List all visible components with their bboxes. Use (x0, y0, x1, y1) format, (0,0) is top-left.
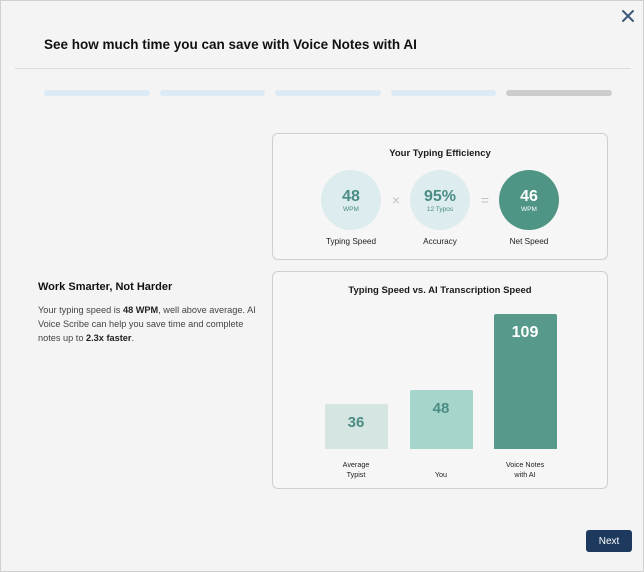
typing-speed-unit: WPM (343, 205, 359, 213)
next-button[interactable]: Next (586, 530, 632, 552)
summary-wpm: 48 WPM (122, 305, 159, 315)
progress-step-3 (275, 90, 381, 96)
chart-bar: 109 (493, 314, 557, 449)
chart-bar: 36 (324, 404, 388, 449)
summary-text-1: Your typing speed is (38, 305, 123, 315)
efficiency-title: Your Typing Efficiency (389, 148, 491, 159)
multiply-symbol: × (391, 192, 401, 208)
chart-bar: 48 (409, 390, 473, 449)
progress-step-1 (44, 90, 150, 96)
chart-bar-value: 36 (347, 414, 365, 431)
speed-comparison-chart: Typing Speed vs. AI Transcription Speed … (272, 271, 608, 489)
progress-step-5 (506, 90, 612, 96)
progress-step-4 (390, 90, 497, 96)
net-speed-label: Net Speed (509, 237, 549, 246)
summary-heading: Work Smarter, Not Harder (38, 281, 173, 293)
chart-bar-value: 109 (511, 324, 539, 341)
progress-step-2 (159, 90, 266, 96)
header-divider (15, 68, 631, 69)
summary-text: Your typing speed is 48 WPM, well above … (38, 303, 256, 345)
close-icon[interactable] (619, 7, 637, 25)
chart-category-label: Voice Notes with AI (505, 460, 545, 479)
summary-panel: Work Smarter, Not Harder Your typing spe… (38, 281, 256, 345)
net-speed-value: 46 (520, 187, 538, 205)
chart-title: Typing Speed vs. AI Transcription Speed (348, 285, 532, 296)
typing-efficiency-card: Your Typing Efficiency 48 WPM × 95% 12 T… (272, 133, 608, 260)
accuracy-typos: 12 Typos (426, 205, 454, 213)
net-speed-circle: 46 WPM (499, 170, 559, 230)
net-speed-unit: WPM (521, 205, 537, 213)
accuracy-circle: 95% 12 Typos (410, 170, 470, 230)
summary-text-3: . (131, 333, 135, 343)
chart-bar-value: 48 (432, 400, 450, 417)
typing-speed-circle: 48 WPM (321, 170, 381, 230)
equals-symbol: = (480, 192, 490, 208)
progress-steps (44, 90, 612, 96)
chart-category-label: You (434, 470, 448, 479)
chart-category-label: Average Typist (342, 460, 370, 479)
accuracy-label: Accuracy (423, 237, 457, 246)
dialog-title: See how much time you can save with Voic… (44, 37, 417, 52)
typing-speed-value: 48 (342, 187, 360, 205)
accuracy-value: 95% (423, 187, 457, 205)
summary-text-2: , well above average. AI Voice Scribe ca… (38, 305, 256, 343)
typing-speed-label: Typing Speed (325, 237, 377, 246)
summary-speedup: 2.3x faster (86, 333, 132, 343)
